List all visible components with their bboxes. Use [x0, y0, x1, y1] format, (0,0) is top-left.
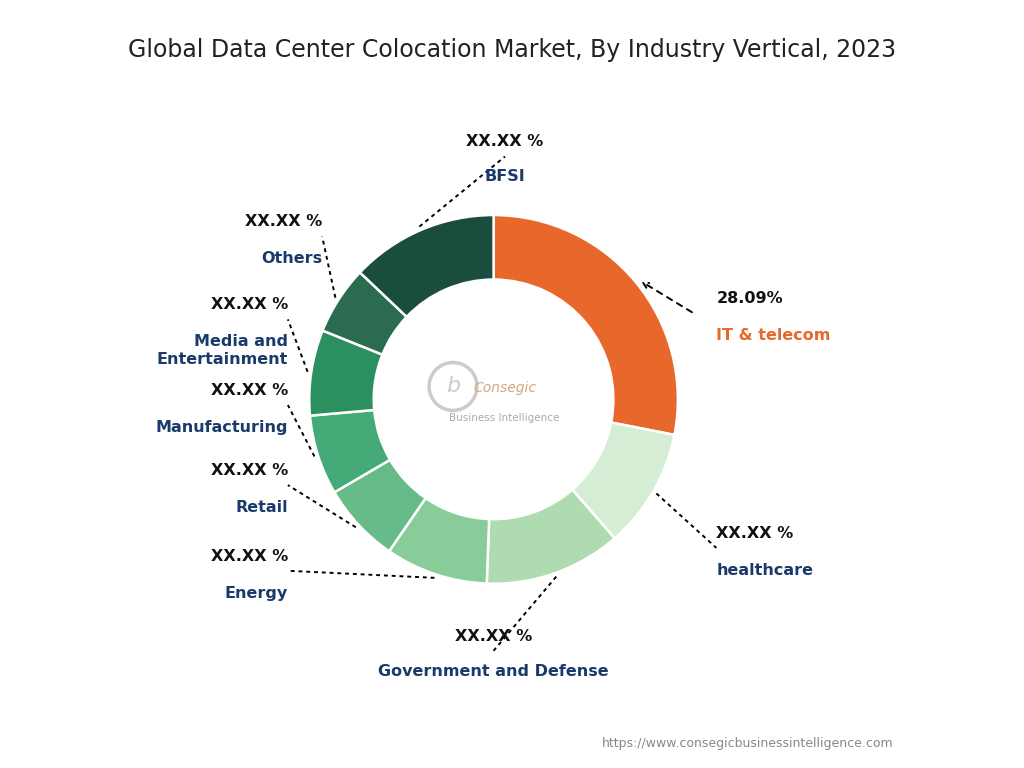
Text: Business Intelligence: Business Intelligence	[450, 412, 560, 423]
Wedge shape	[572, 422, 675, 538]
Text: XX.XX %: XX.XX %	[211, 382, 288, 398]
Wedge shape	[486, 490, 614, 584]
Wedge shape	[323, 273, 407, 355]
Text: Consegic: Consegic	[473, 381, 537, 396]
Text: IT & telecom: IT & telecom	[717, 329, 830, 343]
Wedge shape	[310, 410, 390, 492]
Wedge shape	[309, 330, 382, 415]
Text: Energy: Energy	[224, 585, 288, 601]
Wedge shape	[389, 498, 489, 584]
Text: XX.XX %: XX.XX %	[245, 214, 323, 230]
Text: XX.XX %: XX.XX %	[211, 548, 288, 564]
Text: Others: Others	[261, 251, 323, 266]
Text: Government and Defense: Government and Defense	[378, 664, 609, 679]
Wedge shape	[335, 460, 426, 551]
Text: XX.XX %: XX.XX %	[717, 525, 794, 541]
Text: Global Data Center Colocation Market, By Industry Vertical, 2023: Global Data Center Colocation Market, By…	[128, 38, 896, 62]
Wedge shape	[494, 215, 678, 435]
Text: XX.XX %: XX.XX %	[455, 628, 532, 644]
Text: b: b	[446, 376, 460, 396]
Text: XX.XX %: XX.XX %	[211, 463, 288, 478]
Text: Media and
Entertainment: Media and Entertainment	[157, 334, 288, 366]
Text: Manufacturing: Manufacturing	[156, 420, 288, 435]
Text: https://www.consegicbusinessintelligence.com: https://www.consegicbusinessintelligence…	[602, 737, 893, 750]
Text: Retail: Retail	[236, 500, 288, 515]
Text: BFSI: BFSI	[484, 170, 525, 184]
Text: XX.XX %: XX.XX %	[466, 134, 544, 149]
Text: XX.XX %: XX.XX %	[211, 297, 288, 312]
Text: 28.09%: 28.09%	[717, 291, 783, 306]
Text: healthcare: healthcare	[717, 563, 813, 578]
Wedge shape	[359, 215, 494, 317]
